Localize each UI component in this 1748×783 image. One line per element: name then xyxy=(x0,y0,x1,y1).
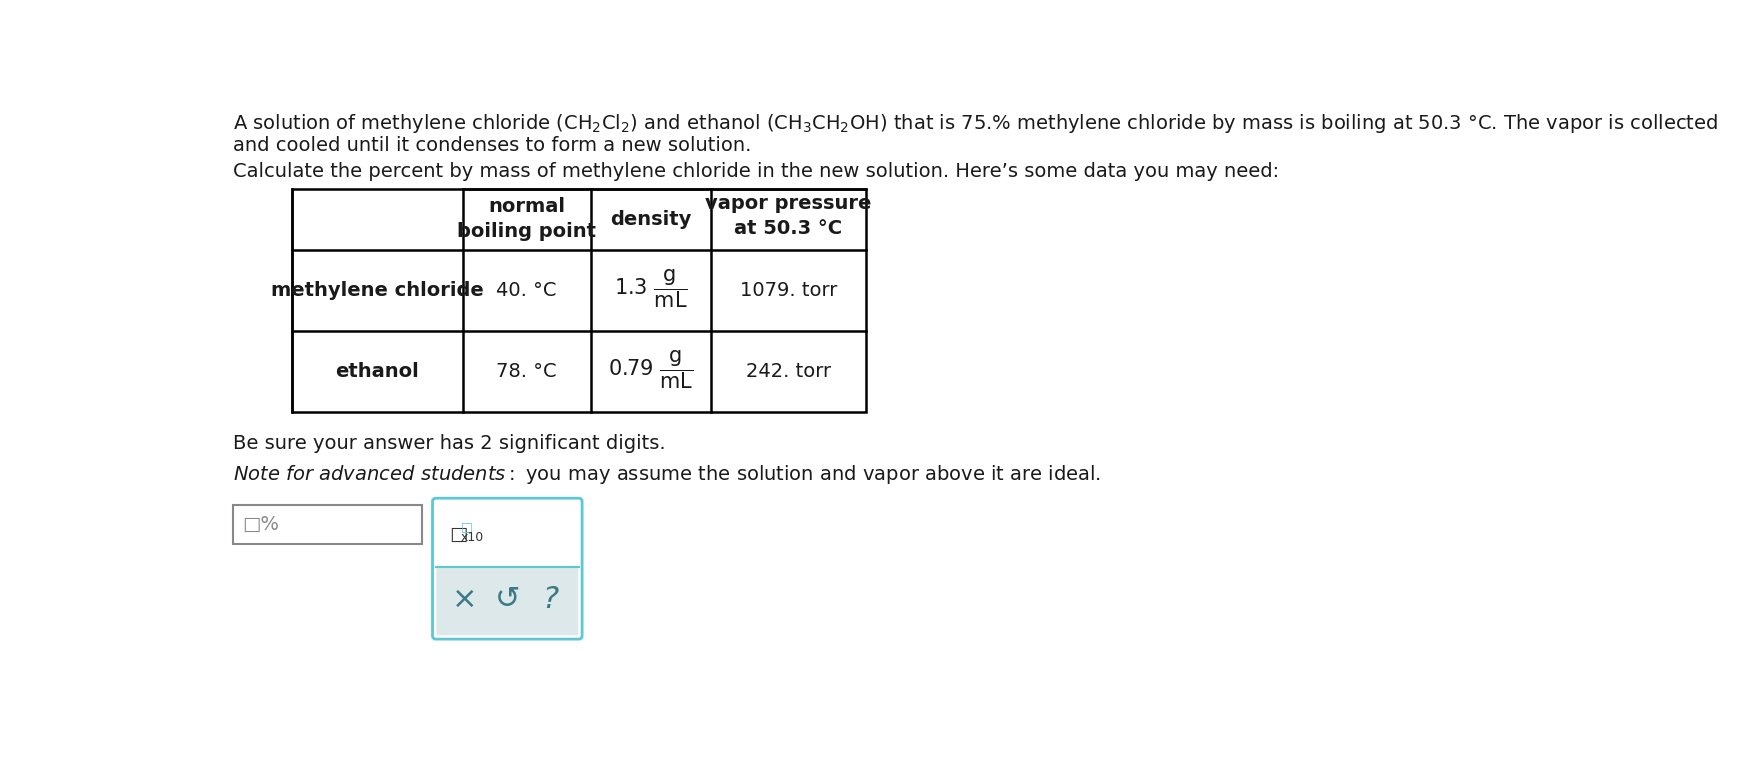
Text: vapor pressure
at 50.3 °C: vapor pressure at 50.3 °C xyxy=(704,194,871,238)
Text: $\it{Note\ for\ advanced\ students:}$ you may assume the solution and vapor abov: $\it{Note\ for\ advanced\ students:}$ yo… xyxy=(232,463,1099,485)
Text: ?: ? xyxy=(542,585,558,614)
Text: normal
boiling point: normal boiling point xyxy=(456,197,596,241)
Text: methylene chloride: methylene chloride xyxy=(271,281,484,300)
Text: 40. °C: 40. °C xyxy=(496,281,556,300)
Text: $1.3\ \dfrac{\mathregular{g}}{\mathregular{mL}}$: $1.3\ \dfrac{\mathregular{g}}{\mathregul… xyxy=(614,268,687,310)
Text: density: density xyxy=(610,210,690,229)
Text: ethanol: ethanol xyxy=(336,362,420,381)
Text: □: □ xyxy=(460,520,472,532)
Text: Be sure your answer has 2 significant digits.: Be sure your answer has 2 significant di… xyxy=(232,434,664,453)
FancyBboxPatch shape xyxy=(437,568,579,635)
Text: ↺: ↺ xyxy=(495,585,519,614)
Text: 242. torr: 242. torr xyxy=(745,362,830,381)
Text: Calculate the percent by mass of methylene chloride in the new solution. Here’s : Calculate the percent by mass of methyle… xyxy=(232,162,1278,181)
Text: x10: x10 xyxy=(460,532,484,544)
Text: A solution of methylene chloride $\left(\mathrm{CH_2Cl_2}\right)$ and ethanol $\: A solution of methylene chloride $\left(… xyxy=(232,112,1717,135)
Bar xyxy=(232,505,423,543)
Text: 78. °C: 78. °C xyxy=(496,362,556,381)
Text: and cooled until it condenses to form a new solution.: and cooled until it condenses to form a … xyxy=(232,136,750,155)
Text: 1079. torr: 1079. torr xyxy=(739,281,837,300)
Text: □: □ xyxy=(449,525,468,543)
Text: □%: □% xyxy=(241,515,278,534)
FancyBboxPatch shape xyxy=(432,498,582,639)
Text: $0.79\ \dfrac{\mathregular{g}}{\mathregular{mL}}$: $0.79\ \dfrac{\mathregular{g}}{\mathregu… xyxy=(608,348,694,392)
Bar xyxy=(292,189,865,412)
Text: ×: × xyxy=(451,585,477,614)
